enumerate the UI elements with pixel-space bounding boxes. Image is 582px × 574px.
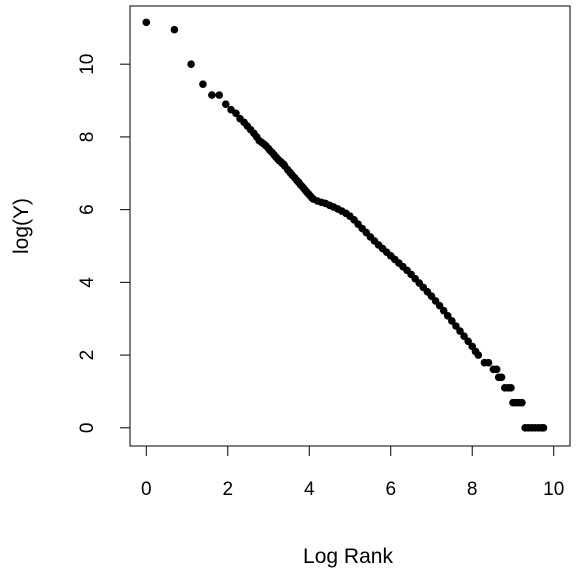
x-tick-label: 8: [467, 479, 478, 500]
x-tick-label: 4: [304, 479, 315, 500]
data-point: [474, 351, 483, 359]
data-point: [215, 91, 224, 99]
data-point: [539, 424, 548, 432]
y-tick-label: 0: [77, 423, 98, 434]
data-point: [448, 317, 456, 325]
y-axis: 0 2 4 6 8 10: [77, 54, 131, 434]
data-point: [232, 109, 240, 118]
x-axis-title: Log Rank: [303, 545, 393, 568]
data-point: [460, 332, 468, 340]
x-tick-label: 10: [543, 479, 564, 500]
x-tick-label: 6: [385, 479, 396, 500]
data-point: [484, 358, 493, 367]
data-point: [170, 25, 179, 34]
data-point: [221, 100, 230, 108]
data-point: [435, 301, 444, 310]
data-point: [452, 322, 460, 330]
data-point: [518, 398, 526, 407]
y-tick-label: 10: [77, 54, 98, 75]
data-point: [199, 80, 207, 88]
data-point: [439, 306, 448, 315]
y-axis-title: log(Y): [10, 198, 33, 254]
data-point: [208, 91, 216, 99]
y-tick-label: 8: [77, 132, 98, 143]
data-point: [443, 312, 452, 320]
data-points: [142, 18, 548, 432]
data-point: [507, 384, 515, 392]
data-point: [497, 373, 506, 382]
x-axis: 0 2 4 6 8 10: [141, 445, 564, 500]
x-tick-label: 0: [141, 479, 152, 500]
x-tick-label: 2: [222, 479, 233, 500]
y-tick-label: 6: [77, 204, 98, 215]
data-point: [142, 18, 151, 27]
data-point: [492, 365, 501, 374]
data-point: [456, 327, 464, 335]
y-tick-label: 2: [77, 350, 98, 361]
y-tick-label: 4: [77, 277, 98, 288]
data-point: [187, 60, 195, 68]
data-point: [464, 337, 472, 346]
